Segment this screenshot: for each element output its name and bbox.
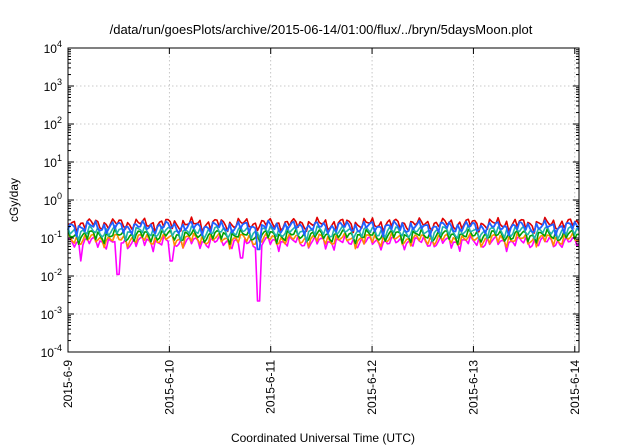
y-tick-label: 103 bbox=[44, 77, 62, 94]
x-tick-label: 2015-6-11 bbox=[264, 360, 278, 414]
x-tick-label: 2015-6-12 bbox=[365, 360, 379, 415]
y-tick-label: 10-1 bbox=[41, 229, 62, 246]
series-line bbox=[67, 235, 580, 302]
y-tick-label: 10-4 bbox=[41, 343, 62, 360]
axes: 10-4 10-3 10-2 10-1 100 101 102 103 104 2015-6-9 2… bbox=[41, 39, 582, 415]
grid bbox=[68, 48, 579, 352]
y-tick-label: 100 bbox=[44, 191, 62, 208]
chart-title: /data/run/goesPlots/archive/2015-06-14/0… bbox=[110, 22, 533, 37]
y-axis-label: cGy/day bbox=[7, 178, 21, 222]
series-line bbox=[67, 219, 580, 251]
y-tick-label: 102 bbox=[44, 115, 62, 132]
series-group bbox=[67, 216, 580, 302]
y-tick-label: 104 bbox=[44, 39, 62, 56]
x-axis-label: Coordinated Universal Time (UTC) bbox=[231, 431, 415, 445]
x-tick-label: 2015-6-9 bbox=[61, 360, 75, 408]
series-line bbox=[67, 228, 580, 246]
x-tick-label: 2015-6-10 bbox=[162, 360, 176, 415]
y-tick-label: 101 bbox=[44, 153, 62, 170]
y-tick-label: 10-2 bbox=[41, 267, 62, 284]
x-tick-label: 2015-6-13 bbox=[466, 360, 480, 415]
y-tick-label: 10-3 bbox=[41, 305, 62, 322]
x-tick-label: 2015-6-14 bbox=[568, 360, 582, 415]
